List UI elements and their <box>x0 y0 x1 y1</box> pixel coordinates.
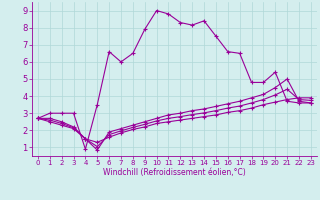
X-axis label: Windchill (Refroidissement éolien,°C): Windchill (Refroidissement éolien,°C) <box>103 168 246 177</box>
